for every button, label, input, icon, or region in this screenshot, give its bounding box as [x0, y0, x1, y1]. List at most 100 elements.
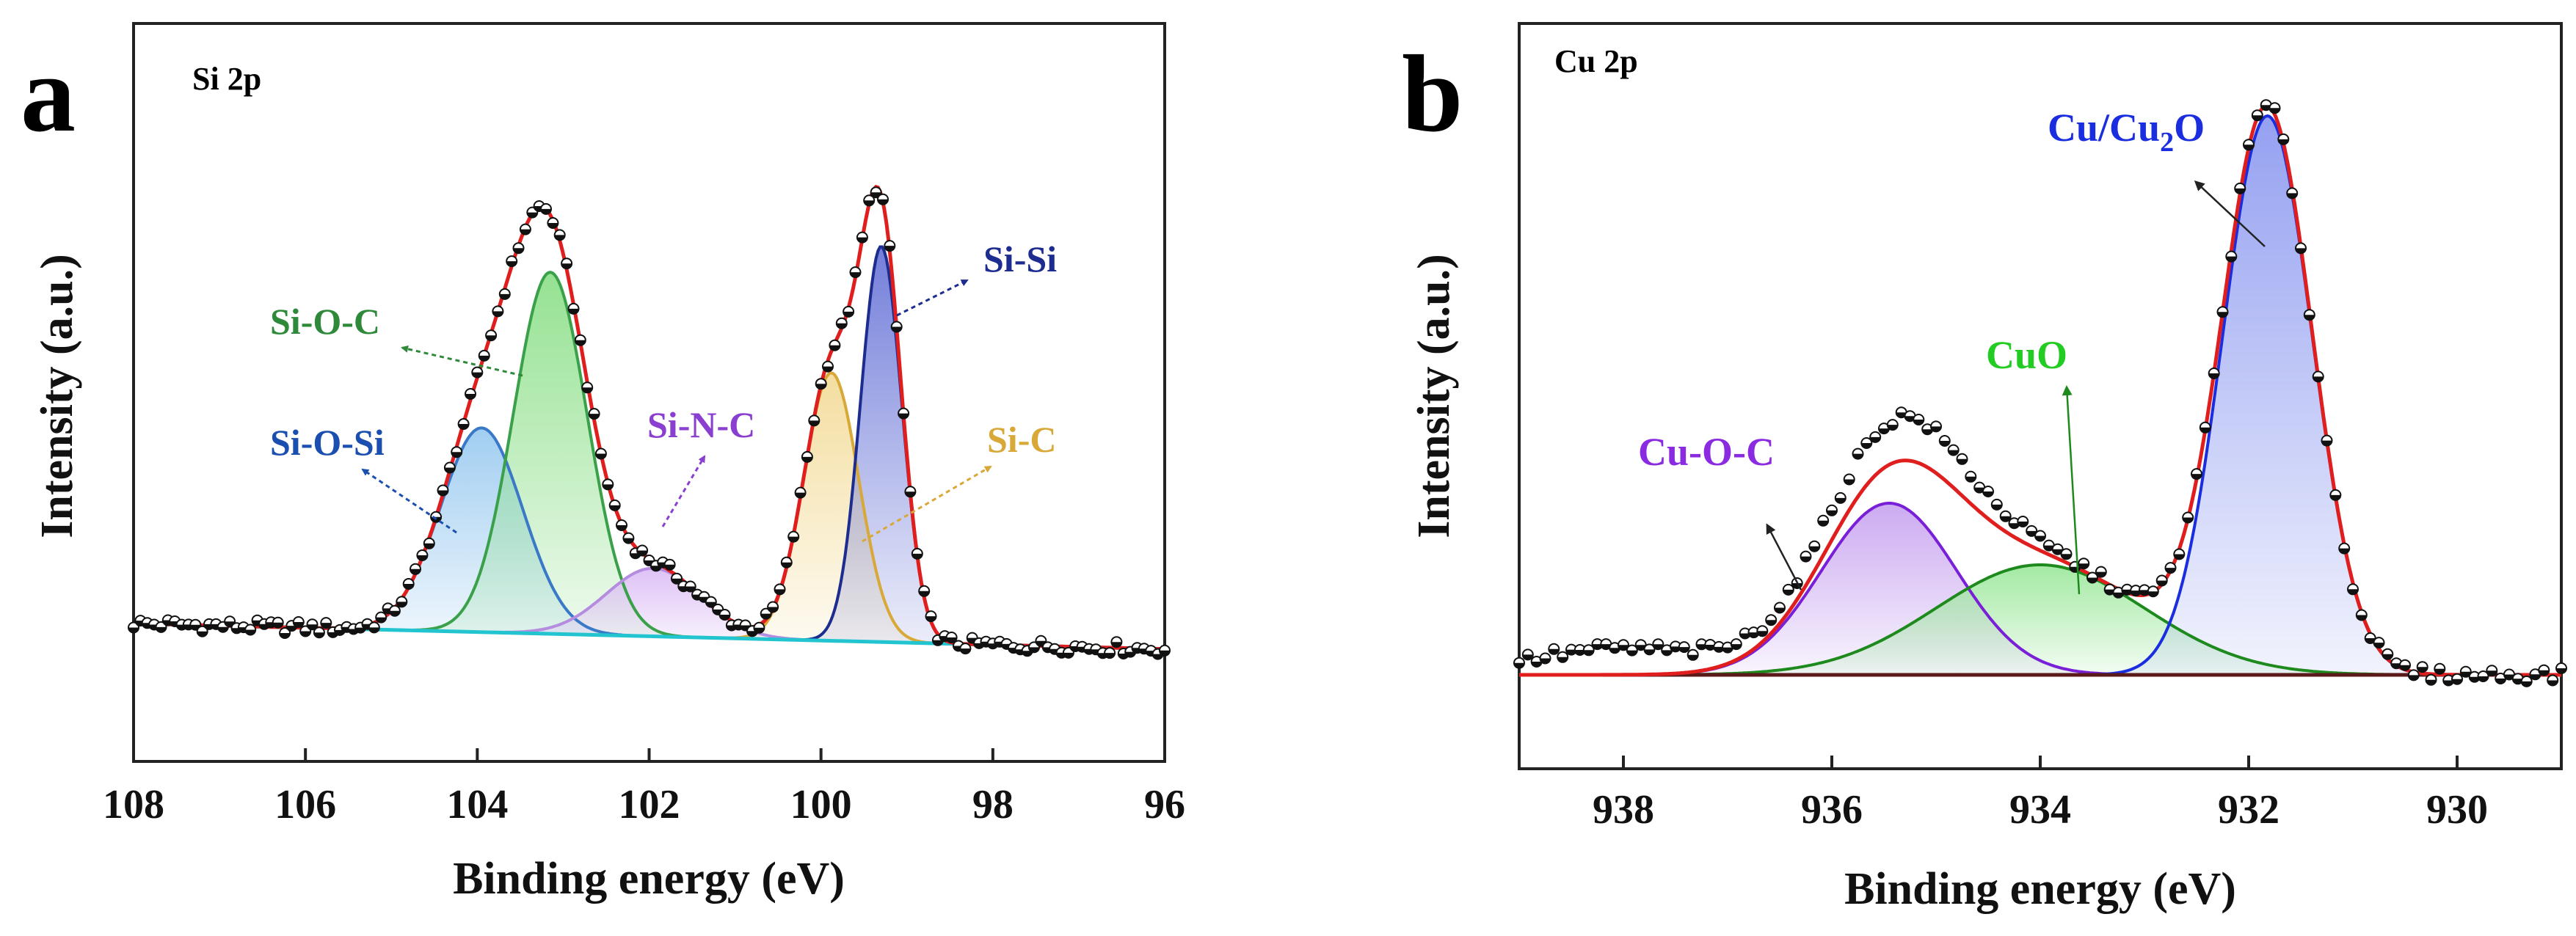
data-point	[2399, 659, 2411, 671]
data-point	[1782, 583, 1794, 596]
data-point	[608, 499, 621, 511]
data-point	[396, 596, 408, 608]
data-point	[2042, 539, 2055, 552]
data-point	[918, 585, 931, 597]
data-point	[155, 621, 167, 633]
data-point	[368, 621, 380, 634]
cu-cu2o-label: Cu/Cu2O	[2048, 106, 2205, 158]
data-point	[2477, 670, 2489, 682]
data-point	[471, 366, 484, 379]
data-point	[2026, 524, 2038, 537]
data-point	[1730, 638, 1742, 651]
data-point	[2017, 516, 2029, 527]
data-point	[794, 486, 807, 499]
data-point	[2086, 571, 2098, 584]
panel-a-x-ticks: 108 106 104 102 100 98 96	[103, 748, 1185, 827]
x-tick-label: 930	[2426, 787, 2488, 833]
data-point	[2459, 665, 2472, 678]
x-tick-label: 104	[446, 782, 508, 827]
data-point	[1548, 643, 1560, 655]
data-point	[457, 418, 470, 430]
data-point	[2364, 632, 2376, 644]
data-point	[787, 530, 800, 543]
data-point	[485, 329, 498, 342]
data-point	[320, 617, 332, 629]
data-point	[2329, 489, 2342, 501]
data-point	[2503, 668, 2515, 681]
panel-b: b Cu 2p 938 936 934 932 930 Binding energy (…	[1402, 22, 2567, 914]
data-point	[2347, 583, 2359, 596]
data-point	[1747, 626, 1760, 639]
data-point	[574, 334, 586, 346]
data-point	[1817, 514, 1830, 527]
panel-a-component-fills	[134, 246, 1165, 649]
data-point	[780, 556, 793, 568]
data-point	[1999, 510, 2012, 522]
data-point	[663, 558, 676, 571]
data-point	[1704, 639, 1717, 651]
data-point	[911, 547, 923, 560]
data-point	[1834, 491, 1847, 504]
data-point	[2538, 664, 2550, 676]
data-point	[375, 611, 388, 624]
data-point	[1521, 648, 1534, 661]
cuo-label: CuO	[1986, 333, 2067, 377]
cu-o-c-label: Cu-O-C	[1638, 430, 1775, 474]
data-point	[718, 609, 731, 621]
data-point	[2103, 583, 2116, 596]
data-point	[2095, 566, 2107, 578]
data-point	[2555, 662, 2567, 674]
data-point	[2338, 542, 2351, 555]
data-point	[1722, 641, 1733, 654]
data-point	[588, 408, 600, 420]
panel-b-x-ticks: 938 936 934 932 930	[1593, 756, 2488, 833]
data-point	[890, 321, 903, 333]
panel-b-experimental-points	[1513, 99, 2567, 687]
data-point	[2312, 370, 2324, 383]
data-point	[128, 621, 139, 634]
panel-a-xlabel: Binding energy (eV)	[453, 854, 845, 904]
data-point	[478, 349, 490, 362]
data-point	[774, 583, 786, 596]
data-point	[272, 616, 284, 629]
si-n-c-arrow	[661, 455, 706, 527]
data-point	[512, 242, 525, 255]
x-tick-label: 932	[2218, 787, 2280, 833]
data-point	[1982, 486, 1994, 497]
data-point	[1843, 473, 1855, 486]
data-point	[506, 255, 518, 268]
panel-a: a Si 2p 108 106 104 102 100 98 96 Binding ener…	[21, 22, 1185, 904]
cuo-arrow	[2062, 385, 2081, 595]
data-point	[863, 194, 876, 207]
x-tick-label: 936	[1801, 787, 1863, 833]
data-point	[829, 339, 841, 351]
data-point	[279, 627, 291, 639]
data-point	[1965, 470, 1977, 483]
data-point	[1618, 639, 1629, 651]
data-point	[2234, 182, 2246, 194]
panel-a-letter: a	[21, 33, 76, 155]
data-point	[561, 257, 573, 270]
data-point	[1869, 431, 1882, 443]
data-point	[2382, 648, 2394, 660]
data-point	[1582, 644, 1595, 657]
data-point	[299, 625, 312, 637]
data-point	[492, 305, 504, 318]
data-point	[423, 537, 435, 549]
x-tick-label: 96	[1144, 782, 1185, 827]
data-point	[2286, 187, 2299, 200]
data-point	[2078, 557, 2090, 570]
data-point	[602, 478, 614, 491]
data-point	[498, 288, 511, 300]
data-point	[1756, 625, 1769, 637]
data-point	[2321, 434, 2333, 447]
data-point	[2277, 133, 2290, 145]
data-point	[1600, 638, 1612, 651]
data-point	[760, 607, 772, 620]
data-point	[1886, 419, 1899, 431]
cu-cu2o-label-tail: O	[2174, 106, 2205, 150]
data-point	[1765, 614, 1778, 626]
si-n-c-label: Si-N-C	[647, 404, 755, 445]
data-point	[1852, 447, 1864, 460]
component-fill-si-n-c	[134, 568, 1165, 649]
